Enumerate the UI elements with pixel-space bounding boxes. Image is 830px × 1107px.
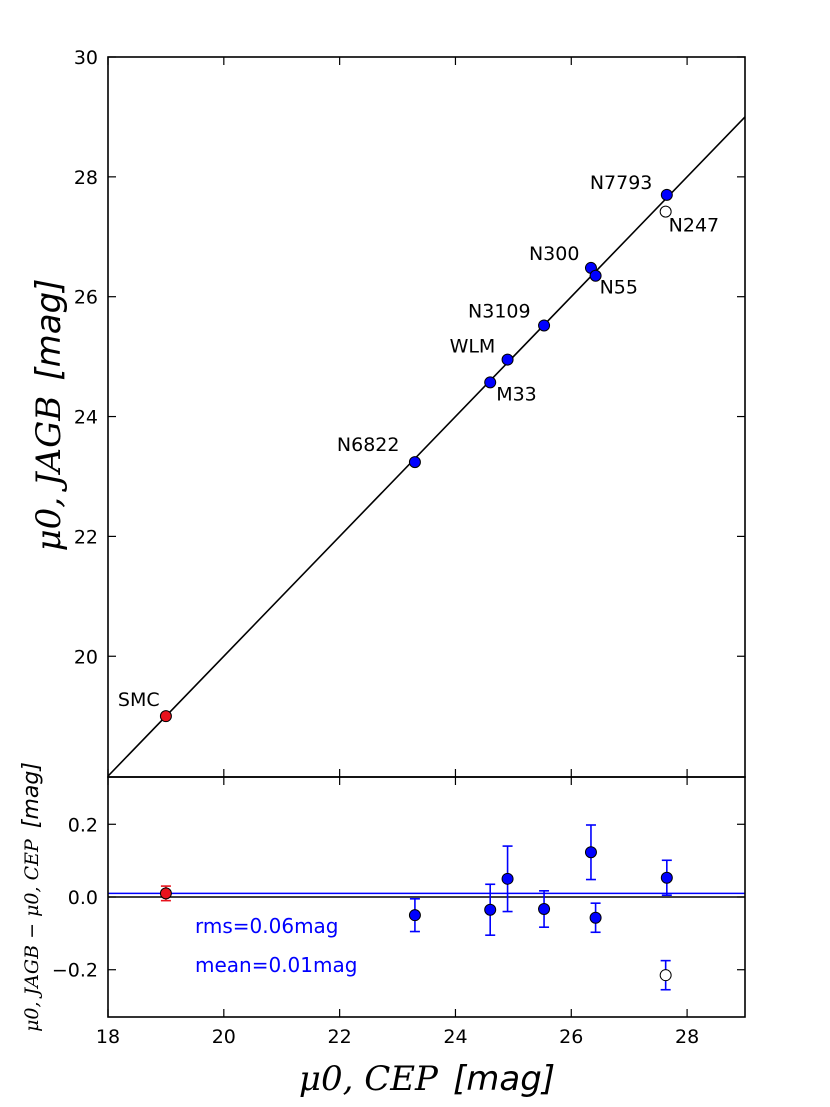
main-point-n6822 <box>408 456 421 469</box>
main-y-axis-label-symbol: μ0, JAGB <box>29 396 69 552</box>
point-label-n300: N300 <box>529 243 579 265</box>
residual-y-axis-label-symbol: μ0, JAGB − μ0, CEP <box>21 838 43 1032</box>
residual-point-smc <box>159 887 172 900</box>
main-y-tick-label: 24 <box>74 407 98 429</box>
point-label-n3109: N3109 <box>468 300 531 322</box>
x-tick-label: 28 <box>675 1026 699 1048</box>
residual-point-m33 <box>484 903 497 916</box>
main-panel: 20 22 24 26 28 30 SMC N6822 M33 WLM N3109 N300 N55 N7… <box>74 47 746 778</box>
residual-point-n55 <box>589 911 602 924</box>
x-axis-label: μ0, CEP [mag] <box>299 1059 555 1099</box>
point-label-m33: M33 <box>496 383 537 405</box>
point-label-n7793: N7793 <box>590 172 653 194</box>
point-label-smc: SMC <box>118 689 160 711</box>
point-label-n247: N247 <box>669 215 719 237</box>
residual-point-n7793 <box>660 871 673 884</box>
x-axis-label-symbol: μ0, CEP <box>299 1059 439 1099</box>
mean-text: mean=0.01mag <box>195 953 357 977</box>
residual-point-wlm <box>501 872 514 885</box>
main-plot-frame <box>107 56 746 778</box>
main-y-axis-label: μ0, JAGB [mag] <box>29 279 69 552</box>
residual-y-axis-label-unit: [mag] <box>19 762 44 828</box>
residual-y-axis-label: μ0, JAGB − μ0, CEP [mag] <box>19 762 44 1032</box>
residual-y-tick-label: 0.0 <box>68 887 98 909</box>
main-y-axis-label-unit: [mag] <box>29 279 69 381</box>
main-y-tick-label: 30 <box>74 47 98 69</box>
x-tick-label: 20 <box>212 1026 236 1048</box>
residual-point-n300 <box>584 846 597 859</box>
main-y-tick-label: 20 <box>74 646 98 668</box>
point-label-n55: N55 <box>600 277 638 299</box>
main-y-tick-label: 28 <box>74 167 98 189</box>
main-y-tick-label: 22 <box>74 526 98 548</box>
residual-y-tick-label: −0.2 <box>52 960 98 982</box>
residual-point-n6822 <box>408 909 421 922</box>
main-point-n247 <box>659 205 672 218</box>
x-tick-label: 24 <box>443 1026 467 1048</box>
main-point-m33 <box>484 376 497 389</box>
residual-point-n247 <box>659 969 672 982</box>
main-point-n3109 <box>538 319 551 332</box>
residual-plot-frame <box>107 776 746 1018</box>
residual-panel: −0.2 0.0 0.2 18 20 22 24 26 28 rms=0.06mag mean=0.… <box>52 776 746 1048</box>
main-point-n7793 <box>660 188 673 201</box>
rms-text: rms=0.06mag <box>195 914 339 938</box>
one-to-one-line <box>108 116 745 777</box>
x-tick-label: 18 <box>96 1026 120 1048</box>
residual-y-tick-label: 0.2 <box>68 814 98 836</box>
x-axis-label-unit: [mag] <box>453 1059 555 1099</box>
point-label-wlm: WLM <box>450 336 496 358</box>
main-point-wlm <box>501 353 514 366</box>
main-point-smc <box>159 710 172 723</box>
axis-labels: μ0, JAGB [mag] μ0, JAGB − μ0, CEP [mag] … <box>19 279 555 1099</box>
main-y-tick-label: 26 <box>74 287 98 309</box>
main-point-n55 <box>589 269 602 282</box>
x-tick-label: 22 <box>328 1026 352 1048</box>
x-tick-label: 26 <box>559 1026 583 1048</box>
residual-point-n3109 <box>538 903 551 915</box>
point-label-n6822: N6822 <box>337 434 400 456</box>
